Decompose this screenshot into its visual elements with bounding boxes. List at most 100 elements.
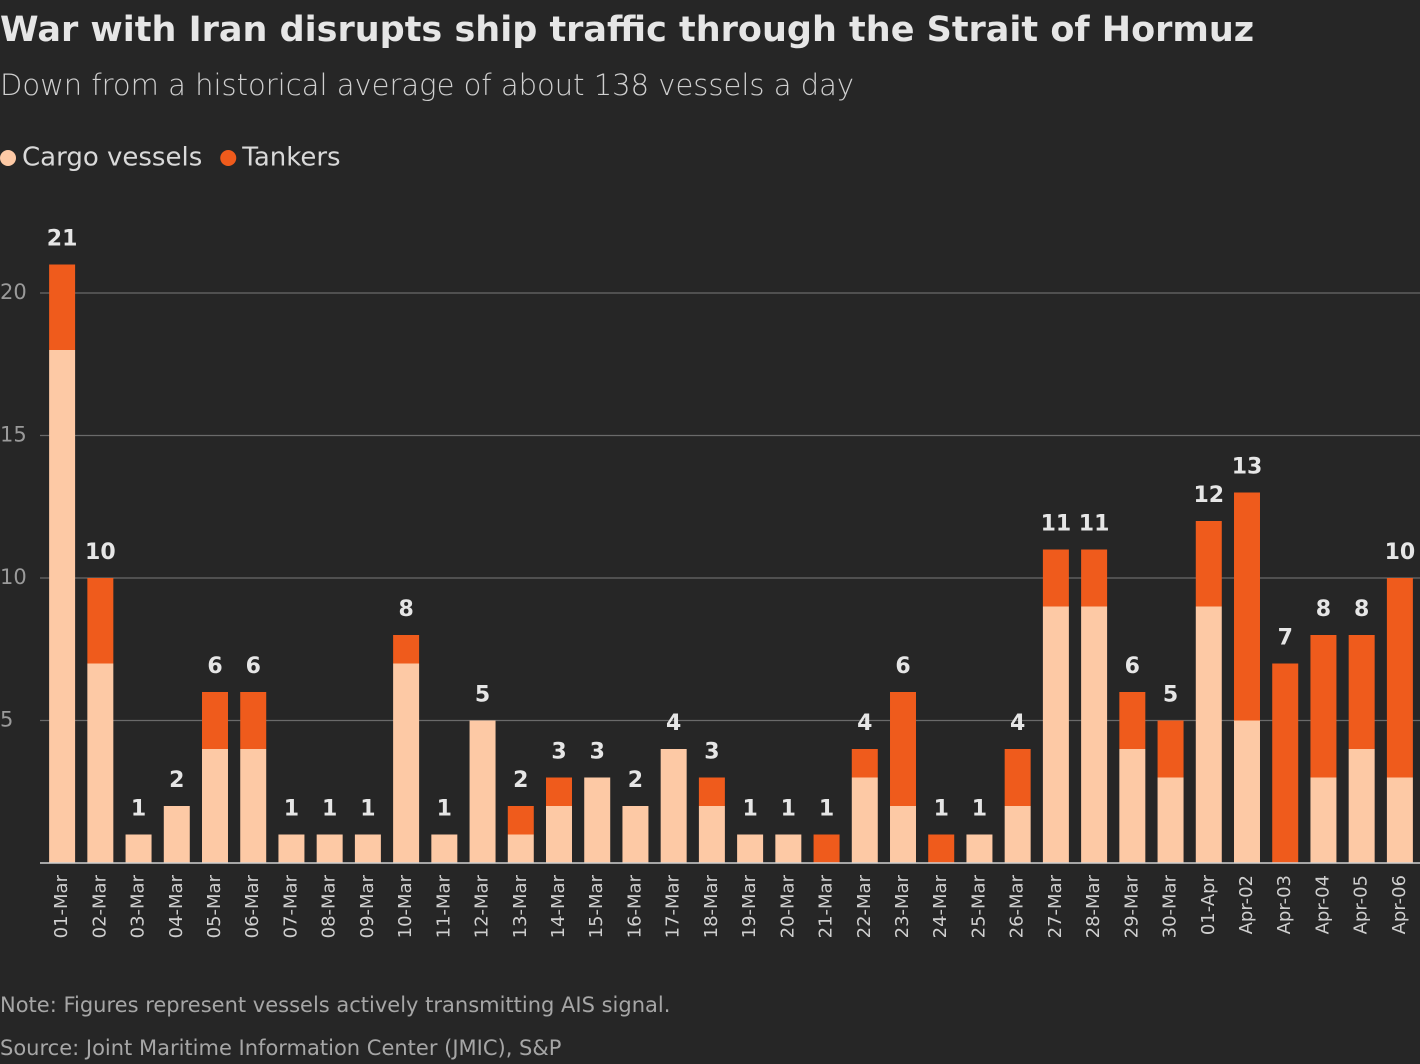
value-label: 8 (1316, 597, 1331, 622)
value-label: 6 (1125, 654, 1140, 679)
value-label: 1 (972, 797, 987, 822)
bar-segment (966, 834, 993, 863)
value-label: 10 (1385, 540, 1416, 565)
bar-segment (1157, 720, 1184, 778)
bar-segment (393, 663, 420, 863)
chart-subtitle: Down from a historical average of about … (0, 68, 854, 102)
x-tick-label: 03-Mar (128, 874, 149, 938)
bar-segment (1386, 578, 1413, 778)
x-tick-label: 18-Mar (701, 874, 722, 938)
x-tick-label: 04-Mar (166, 874, 187, 938)
x-tick-label: 26-Mar (1007, 874, 1028, 938)
x-tick-label: 05-Mar (204, 874, 225, 938)
x-tick-label: 28-Mar (1083, 874, 1104, 938)
bar-segment (890, 692, 916, 806)
bar-segment (737, 834, 764, 863)
bar-segment (1310, 777, 1337, 863)
x-tick-label: 30-Mar (1160, 874, 1181, 938)
bar-segment (1310, 635, 1337, 778)
x-tick-label: Apr-02 (1236, 875, 1257, 934)
bar-segment (813, 834, 840, 863)
bar-segment (1348, 749, 1375, 863)
y-tick-label: 15 (0, 423, 27, 447)
x-tick-label: 16-Mar (624, 874, 645, 938)
value-label: 8 (1354, 597, 1369, 622)
x-tick-label: 22-Mar (854, 874, 875, 938)
x-tick-label: 29-Mar (1121, 874, 1142, 938)
x-tick-label: 20-Mar (777, 874, 798, 938)
x-tick-label: 13-Mar (510, 874, 531, 938)
value-label: 11 (1079, 512, 1110, 537)
bar-segment (202, 692, 228, 749)
x-tick-label: Apr-06 (1389, 875, 1410, 934)
value-label: 11 (1041, 512, 1072, 537)
value-label: 10 (85, 540, 116, 565)
x-tick-label: 24-Mar (930, 874, 951, 938)
value-label: 4 (1010, 711, 1025, 736)
value-label: 7 (1278, 626, 1293, 651)
x-tick-label: 17-Mar (663, 874, 684, 938)
bar-segment (49, 264, 76, 350)
bar-segment (1081, 606, 1108, 863)
value-label: 5 (475, 683, 490, 708)
value-label: 2 (169, 768, 184, 793)
bar-segment (1004, 806, 1031, 863)
bar-segment (87, 578, 114, 664)
value-label: 6 (246, 654, 261, 679)
bar-segment (431, 834, 458, 863)
bar-segment (49, 350, 76, 863)
bar-segment (240, 749, 267, 863)
y-tick-label: 20 (0, 280, 27, 304)
legend-dot (0, 150, 16, 166)
value-label: 6 (895, 654, 910, 679)
bar-segment (1348, 635, 1375, 749)
bar-segment (1234, 720, 1260, 863)
value-label: 12 (1193, 483, 1224, 508)
x-tick-label: 23-Mar (892, 874, 913, 938)
value-label: 2 (628, 768, 643, 793)
bar-segment (354, 834, 381, 863)
value-label: 1 (819, 797, 834, 822)
value-label: 1 (934, 797, 949, 822)
legend-label: Tankers (241, 143, 340, 173)
value-label: 6 (207, 654, 222, 679)
x-tick-label: 06-Mar (242, 874, 263, 938)
bar-segment (1234, 492, 1260, 721)
value-label: 13 (1232, 455, 1263, 480)
bar-segment (163, 806, 190, 863)
bar-segment (469, 720, 496, 863)
x-tick-label: 14-Mar (548, 874, 569, 938)
x-tick-label: Apr-04 (1312, 875, 1333, 934)
x-tick-label: 02-Mar (89, 874, 110, 938)
bar-segment (507, 834, 534, 863)
bar-segment (125, 834, 152, 863)
bar-segment (393, 635, 420, 664)
value-label: 1 (360, 797, 375, 822)
bar-segment (546, 806, 572, 863)
bar-segment (316, 834, 343, 863)
bar-segment (240, 692, 267, 749)
value-label: 1 (284, 797, 299, 822)
x-tick-label: 01-Mar (51, 874, 72, 938)
legend-label: Cargo vessels (22, 143, 202, 173)
bar-segment (698, 806, 725, 863)
bar-segment (546, 777, 572, 806)
x-tick-label: 08-Mar (319, 874, 340, 938)
bar-segment (660, 749, 687, 863)
value-label: 8 (398, 597, 413, 622)
x-tick-label: 19-Mar (739, 874, 760, 938)
bar-segment (928, 834, 955, 863)
value-label: 1 (781, 797, 796, 822)
x-tick-label: 12-Mar (472, 874, 493, 938)
bar-segment (278, 834, 305, 863)
bar-segment (1004, 749, 1031, 806)
bar-segment (775, 834, 802, 863)
x-tick-label: 27-Mar (1045, 874, 1066, 938)
bar-segment (1272, 663, 1299, 863)
bar-segment (851, 777, 878, 863)
x-tick-label: 07-Mar (280, 874, 301, 938)
value-label: 4 (857, 711, 872, 736)
bar-segment (1042, 606, 1069, 863)
x-tick-label: Apr-03 (1274, 875, 1295, 934)
